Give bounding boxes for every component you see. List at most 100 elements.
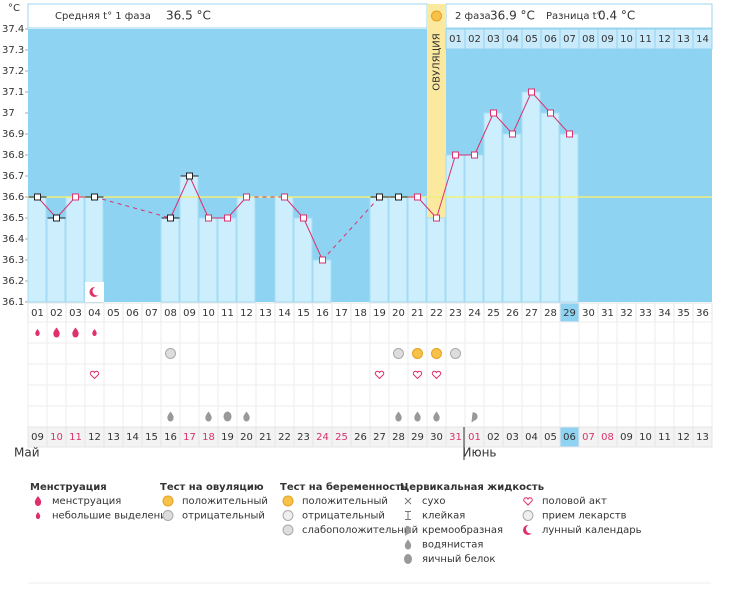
date-label: 21	[259, 432, 272, 443]
legend-item: водянистая	[422, 540, 483, 551]
unit: °C	[8, 3, 20, 14]
sym-cell	[597, 321, 618, 344]
temp-point	[509, 130, 516, 138]
sym-cell	[426, 384, 447, 407]
sym-cell	[635, 363, 656, 386]
temp-point	[490, 109, 497, 117]
post-ov-label: 03	[487, 34, 500, 45]
day-label: 02	[50, 308, 63, 319]
day-label: 30	[582, 308, 595, 319]
sym-cell	[274, 363, 295, 386]
day-label: 17	[335, 308, 348, 319]
temp-line	[303, 217, 323, 261]
sym-cell	[160, 363, 181, 386]
post-ov-label: 04	[506, 34, 519, 45]
temp-bar	[388, 196, 408, 303]
sym-cell	[673, 321, 694, 344]
post-ov-cell	[692, 28, 713, 50]
sym-cell	[521, 342, 542, 365]
sym-cell	[388, 384, 409, 407]
temp-bar	[464, 154, 484, 303]
sym-cell	[597, 363, 618, 386]
sym-cell	[179, 384, 200, 407]
date-label: 12	[677, 432, 690, 443]
y-tick-label: 36.9	[2, 129, 24, 140]
sym-cell	[331, 342, 352, 365]
temp-bar	[65, 196, 85, 303]
sym-cell	[350, 384, 371, 407]
sym-cell	[502, 384, 523, 407]
phase1-value: 36.5 °C	[166, 9, 211, 23]
sym-cell	[502, 321, 523, 344]
day-label: 32	[620, 308, 633, 319]
day-label: 27	[525, 308, 538, 319]
temp-point	[471, 151, 478, 159]
y-tick-label: 36.7	[2, 171, 24, 182]
sym-cell	[597, 384, 618, 407]
date-label: 30	[430, 432, 443, 443]
sym-cell	[293, 384, 314, 407]
moon-cut	[92, 286, 102, 296]
sym-cell	[27, 342, 48, 365]
date-label: 16	[164, 432, 177, 443]
sym-cell	[578, 363, 599, 386]
heart-icon	[431, 370, 442, 380]
temp-bar	[426, 217, 446, 303]
day-label: 11	[221, 308, 234, 319]
drop-icon	[72, 327, 79, 338]
post-ov-label: 13	[677, 34, 690, 45]
date-label: 13	[107, 432, 120, 443]
sym-cell	[179, 405, 200, 428]
sym-cell	[464, 342, 485, 365]
legend-item: менструация	[52, 496, 121, 507]
legend-item: небольшие выделения	[52, 511, 173, 522]
sym-cell	[692, 405, 713, 428]
test-icon	[165, 348, 176, 359]
date-label: 12	[88, 432, 101, 443]
post-ov-label: 01	[449, 34, 462, 45]
date-label: 09	[31, 432, 44, 443]
sym-cell	[255, 363, 276, 386]
day-label: 34	[658, 308, 671, 319]
temp-line	[170, 175, 190, 219]
y-tick-label: 37.2	[2, 66, 24, 77]
test-icon	[412, 348, 423, 359]
legend-item: кремообразная	[422, 525, 503, 536]
sym-cell	[84, 405, 105, 428]
date-label: 02	[487, 432, 500, 443]
sym-cell	[578, 321, 599, 344]
day-label: 01	[31, 308, 44, 319]
temp-bar	[312, 259, 332, 303]
sym-cell	[312, 321, 333, 344]
sym-cell	[84, 363, 105, 386]
sym-cell	[331, 405, 352, 428]
sym-cell	[236, 342, 257, 365]
sym-cell	[445, 321, 466, 344]
sym-cell	[635, 342, 656, 365]
sym-cell	[217, 384, 238, 407]
month-label: Май	[14, 446, 40, 460]
sym-cell	[578, 384, 599, 407]
post-ov-label: 06	[544, 34, 557, 45]
date-label: 07	[582, 432, 595, 443]
sym-cell	[369, 384, 390, 407]
sym-cell	[46, 363, 67, 386]
creamy-icon	[405, 525, 412, 536]
legend-item: яичный белок	[422, 554, 495, 565]
sym-cell	[65, 342, 86, 365]
day-label: 03	[69, 308, 82, 319]
date-label: 17	[183, 432, 196, 443]
y-tick-label: 36.2	[2, 276, 24, 287]
watery-icon	[167, 411, 174, 422]
sym-cell	[426, 363, 447, 386]
day-label: 06	[126, 308, 139, 319]
post-ov-label: 14	[696, 34, 709, 45]
day-label: 36	[696, 308, 709, 319]
eggwhite-icon	[223, 411, 232, 422]
heart-icon	[374, 370, 385, 380]
post-ov-label: 07	[563, 34, 576, 45]
day-label: 09	[183, 308, 196, 319]
day-label: 04	[88, 308, 101, 319]
ovulation-label: ОВУЛЯЦИЯ	[432, 33, 443, 91]
